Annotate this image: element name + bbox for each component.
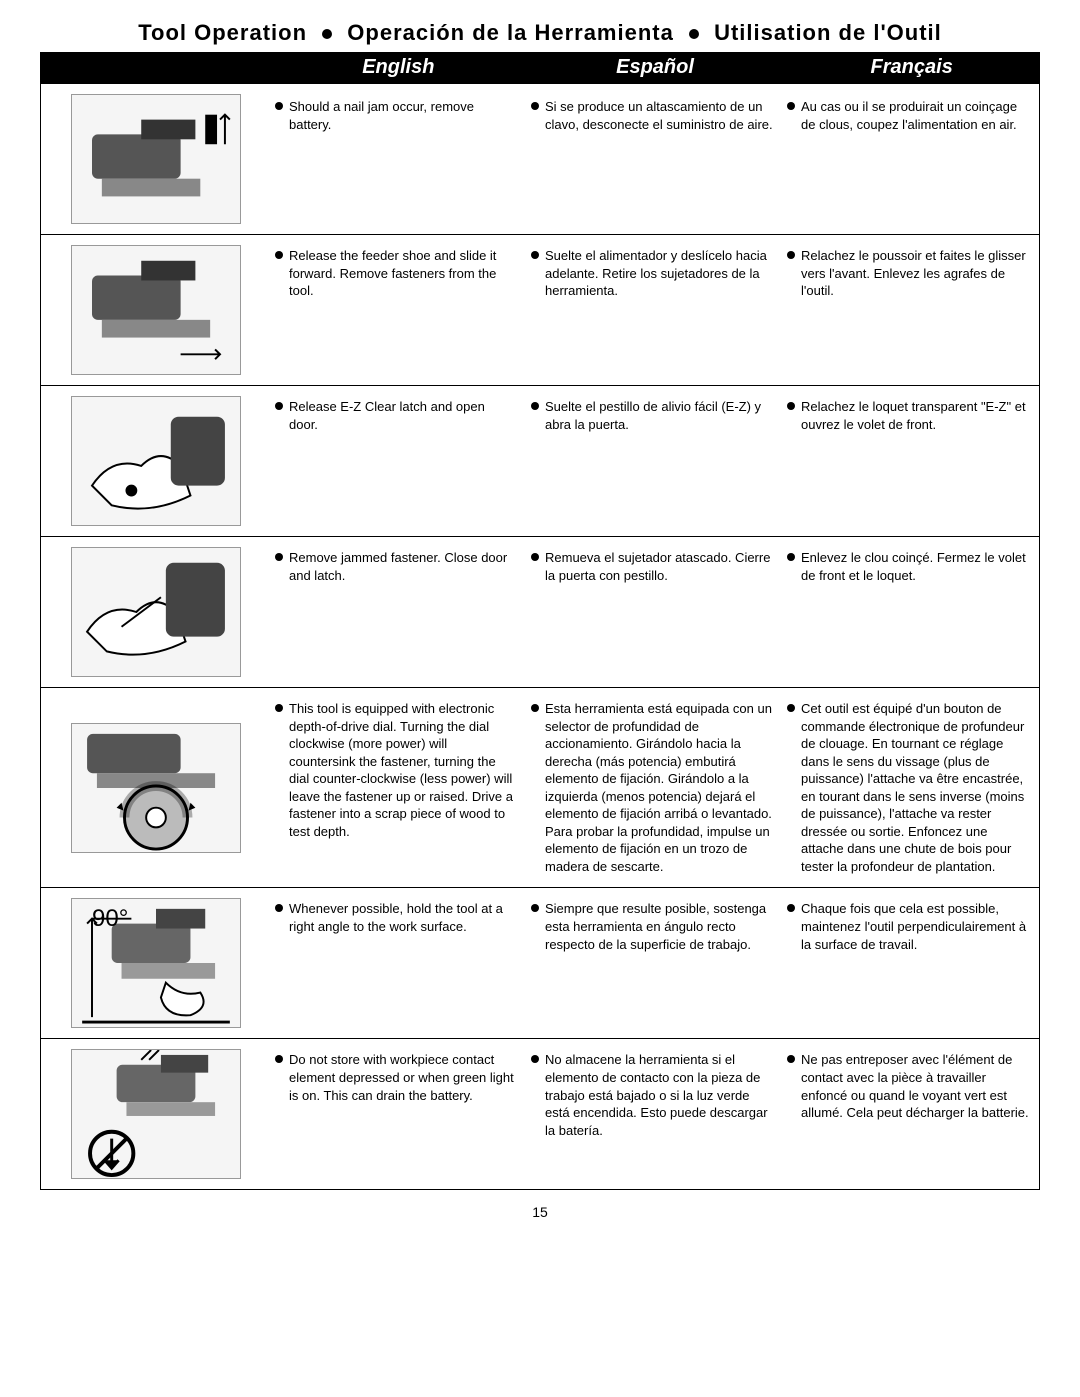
text-cell-fr: Cet outil est équipé d'un bouton de comm… [783,688,1039,887]
illustration-cell [41,1039,271,1189]
nailer-remove-battery-icon [71,94,241,224]
title-part-3: Utilisation de l'Outil [714,20,942,45]
lang-header-english: English [270,52,527,83]
bullet-icon [787,102,795,110]
text-cell-fr: Relachez le loquet transparent "E-Z" et … [783,386,1039,536]
page-number: 15 [40,1204,1040,1220]
text-cell-es: Siempre que resulte posible, sostenga es… [527,888,783,1038]
text-cell-en: Remove jammed fastener. Close door and l… [271,537,527,687]
nailer-release-feeder-icon [71,245,241,375]
instruction-text: Cet outil est équipé d'un bouton de comm… [801,700,1029,875]
text-cell-fr: Au cas ou il se produirait un coinçage d… [783,84,1039,234]
text-cell-es: Suelte el pestillo de alivio fácil (E-Z)… [527,386,783,536]
bullet-icon [787,904,795,912]
instruction-text: This tool is equipped with electronic de… [289,700,517,840]
bullet-icon [275,1055,283,1063]
bullet-icon [531,553,539,561]
text-cell-es: Suelte el alimentador y deslícelo hacia … [527,235,783,385]
table-row: Remove jammed fastener. Close door and l… [41,536,1039,687]
bullet-icon [531,704,539,712]
text-cell-es: Esta herramienta está equipada con un se… [527,688,783,887]
instruction-text: Relachez le poussoir et faites le glisse… [801,247,1029,300]
lang-header-spanish: Español [527,52,784,83]
hand-release-latch-icon [71,396,241,526]
bullet-icon [275,904,283,912]
title-part-2: Operación de la Herramienta [347,20,674,45]
illustration-cell [41,537,271,687]
instruction-text: Release the feeder shoe and slide it for… [289,247,517,300]
lang-header-french: Français [783,52,1040,83]
text-cell-en: This tool is equipped with electronic de… [271,688,527,887]
instruction-text: Relachez le loquet transparent "E-Z" et … [801,398,1029,433]
title-dot [322,29,332,39]
illustration-cell [41,386,271,536]
instruction-text: Whenever possible, hold the tool at a ri… [289,900,517,935]
table-row: Release the feeder shoe and slide it for… [41,234,1039,385]
bullet-icon [275,102,283,110]
bullet-icon [275,251,283,259]
language-header-row: English Español Français [40,52,1040,83]
bullet-icon [787,251,795,259]
bullet-icon [531,251,539,259]
bullet-icon [275,553,283,561]
title-part-1: Tool Operation [138,20,307,45]
bullet-icon [275,704,283,712]
bullet-icon [531,1055,539,1063]
nailer-storage-warning-icon [71,1049,241,1179]
angle-label: 90° [92,905,128,933]
instruction-text: No almacene la herramienta si el element… [545,1051,773,1139]
instruction-text: Chaque fois que cela est possible, maint… [801,900,1029,953]
table-row: 90° Whenever possible, hold the tool at a… [41,887,1039,1038]
instruction-text: Suelte el alimentador y deslícelo hacia … [545,247,773,300]
table-row: This tool is equipped with electronic de… [41,687,1039,887]
instruction-text: Should a nail jam occur, remove battery. [289,98,517,133]
text-cell-fr: Relachez le poussoir et faites le glisse… [783,235,1039,385]
instruction-text: Siempre que resulte posible, sostenga es… [545,900,773,953]
depth-dial-icon [71,723,241,853]
illustration-cell [41,688,271,887]
title-dot [689,29,699,39]
bullet-icon [787,402,795,410]
text-cell-fr: Ne pas entreposer avec l'élément de cont… [783,1039,1039,1189]
header-spacer [40,52,270,83]
illustration-cell [41,235,271,385]
text-cell-en: Do not store with workpiece contact elem… [271,1039,527,1189]
instruction-text: Release E-Z Clear latch and open door. [289,398,517,433]
hand-remove-jam-icon [71,547,241,677]
text-cell-fr: Enlevez le clou coinçé. Fermez le volet … [783,537,1039,687]
instruction-text: Si se produce un altascamiento de un cla… [545,98,773,133]
bullet-icon [787,553,795,561]
text-cell-en: Whenever possible, hold the tool at a ri… [271,888,527,1038]
instruction-text: Au cas ou il se produirait un coinçage d… [801,98,1029,133]
text-cell-es: Si se produce un altascamiento de un cla… [527,84,783,234]
bullet-icon [531,402,539,410]
instruction-text: Enlevez le clou coinçé. Fermez le volet … [801,549,1029,584]
bullet-icon [787,704,795,712]
table-row: Release E-Z Clear latch and open door. Su… [41,385,1039,536]
page-title: Tool Operation Operación de la Herramien… [40,20,1040,46]
text-cell-fr: Chaque fois que cela est possible, maint… [783,888,1039,1038]
instruction-text: Suelte el pestillo de alivio fácil (E-Z)… [545,398,773,433]
table-row: Should a nail jam occur, remove battery.… [41,83,1039,234]
text-cell-en: Should a nail jam occur, remove battery. [271,84,527,234]
instruction-text: Do not store with workpiece contact elem… [289,1051,517,1104]
illustration-cell: 90° [41,888,271,1038]
text-cell-en: Release E-Z Clear latch and open door. [271,386,527,536]
illustration-cell [41,84,271,234]
text-cell-es: No almacene la herramienta si el element… [527,1039,783,1189]
bullet-icon [531,102,539,110]
instruction-text: Remueva el sujetador atascado. Cierre la… [545,549,773,584]
instruction-text: Remove jammed fastener. Close door and l… [289,549,517,584]
nailer-right-angle-icon: 90° [71,898,241,1028]
instruction-text: Esta herramienta está equipada con un se… [545,700,773,875]
bullet-icon [531,904,539,912]
text-cell-en: Release the feeder shoe and slide it for… [271,235,527,385]
table-row: Do not store with workpiece contact elem… [41,1038,1039,1189]
bullet-icon [275,402,283,410]
text-cell-es: Remueva el sujetador atascado. Cierre la… [527,537,783,687]
instruction-text: Ne pas entreposer avec l'élément de cont… [801,1051,1029,1121]
instruction-table: Should a nail jam occur, remove battery.… [40,83,1040,1190]
bullet-icon [787,1055,795,1063]
